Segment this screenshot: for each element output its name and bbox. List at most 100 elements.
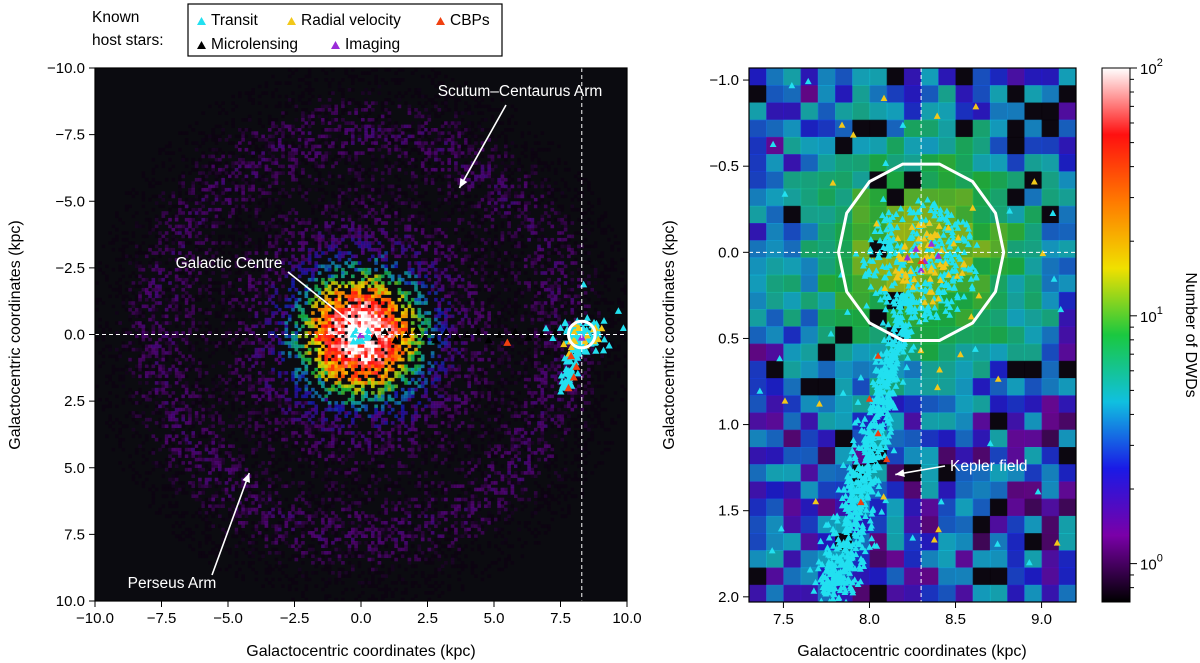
- heatmap-cell: [251, 177, 255, 182]
- heatmap-cell: [327, 291, 332, 295]
- heatmap-cell: [377, 241, 382, 245]
- heatmap-cell: [257, 501, 262, 505]
- heatmap-cell: [178, 451, 182, 455]
- heatmap-cell: [277, 134, 282, 139]
- heatmap-cell: [244, 164, 249, 169]
- heatmap-cell: [168, 514, 172, 519]
- heatmap-cell: [238, 128, 242, 132]
- heatmap-cell: [327, 521, 332, 525]
- heatmap-cell: [357, 104, 362, 109]
- heatmap-cell: [214, 314, 219, 319]
- heatmap-cell: [361, 141, 365, 145]
- heatmap-cell: [317, 207, 322, 212]
- heatmap-cell: [324, 537, 329, 542]
- heatmap-cell: [184, 437, 189, 442]
- heatmap-cell: [374, 167, 378, 172]
- heatmap-cell: [287, 144, 292, 149]
- heatmap-cell: [151, 251, 156, 255]
- heatmap-cell: [367, 144, 372, 149]
- heatmap-cell: [198, 144, 202, 149]
- heatmap-cell: [214, 124, 219, 129]
- heatmap-cell: [168, 201, 172, 205]
- heatmap-cell: [234, 517, 239, 522]
- heatmap-cell: [234, 331, 239, 335]
- heatmap-cell: [380, 511, 385, 515]
- heatmap-cell: [334, 267, 339, 272]
- heatmap-cell: [171, 411, 176, 415]
- heatmap-cell: [284, 321, 289, 325]
- heatmap-cell: [181, 287, 186, 292]
- heatmap-cell: [281, 271, 285, 275]
- heatmap-cell: [367, 257, 372, 262]
- heatmap-cell: [98, 351, 102, 355]
- heatmap-cell: [204, 267, 209, 272]
- heatmap-cell: [354, 131, 358, 135]
- heatmap-cell: [101, 347, 106, 352]
- heatmap-cell: [281, 147, 285, 152]
- heatmap-cell: [281, 231, 285, 235]
- heatmap-cell: [297, 221, 302, 225]
- heatmap-cell: [234, 437, 239, 442]
- heatmap-cell: [307, 114, 312, 119]
- heatmap-cell: [115, 281, 119, 285]
- heatmap-cell: [351, 454, 355, 459]
- heatmap-cell: [347, 377, 352, 382]
- heatmap-cell: [317, 514, 322, 519]
- heatmap-cell: [331, 118, 335, 122]
- heatmap-cell: [367, 271, 372, 275]
- heatmap-cell: [347, 151, 352, 155]
- heatmap-cell: [367, 347, 372, 352]
- heatmap-cell: [238, 261, 242, 265]
- heatmap-cell: [297, 434, 302, 439]
- heatmap-cell: [304, 424, 309, 429]
- heatmap-cell: [357, 541, 362, 545]
- heatmap-cell: [174, 284, 179, 289]
- heatmap-cell: [247, 144, 252, 149]
- heatmap-cell: [188, 544, 192, 549]
- heatmap-cell: [214, 161, 219, 165]
- heatmap-cell: [327, 517, 332, 522]
- heatmap-cell: [347, 357, 352, 362]
- heatmap-cell: [158, 464, 162, 469]
- heatmap-cell: [178, 181, 182, 185]
- heatmap-cell: [380, 504, 385, 509]
- heatmap-cell: [241, 244, 245, 249]
- heatmap-cell: [228, 317, 232, 322]
- heatmap-cell: [334, 431, 339, 435]
- heatmap-cell: [141, 481, 146, 485]
- heatmap-cell: [301, 481, 305, 485]
- heatmap-cell: [354, 234, 358, 239]
- heatmap-cell: [238, 267, 242, 272]
- heatmap-cell: [357, 484, 362, 489]
- heatmap-cell: [261, 487, 265, 492]
- heatmap-cell: [311, 271, 315, 275]
- heatmap-cell: [144, 364, 149, 369]
- heatmap-cell: [291, 151, 295, 155]
- heatmap-cell: [374, 78, 378, 82]
- heatmap-cell: [334, 491, 339, 495]
- heatmap-cell: [357, 311, 362, 315]
- heatmap-cell: [231, 121, 235, 125]
- heatmap-cell: [377, 361, 382, 365]
- heatmap-cell: [337, 327, 342, 332]
- heatmap-cell: [267, 267, 272, 272]
- heatmap-cell: [327, 81, 332, 85]
- heatmap-cell: [105, 397, 109, 402]
- heatmap-cell: [251, 241, 255, 245]
- heatmap-cell: [247, 214, 252, 219]
- heatmap-cell: [351, 207, 355, 212]
- heatmap-cell: [354, 424, 358, 429]
- heatmap-cell: [344, 314, 349, 319]
- heatmap-cell: [304, 88, 309, 92]
- heatmap-cell: [347, 447, 352, 452]
- heatmap-cell: [307, 261, 312, 265]
- heatmap-cell: [141, 274, 146, 279]
- heatmap-cell: [377, 571, 382, 575]
- heatmap-cell: [371, 157, 375, 162]
- heatmap-cell: [214, 311, 219, 315]
- heatmap-cell: [171, 474, 176, 479]
- heatmap-cell: [297, 507, 302, 512]
- heatmap-cell: [181, 354, 186, 359]
- heatmap-cell: [380, 381, 385, 385]
- heatmap-cell: [284, 311, 289, 315]
